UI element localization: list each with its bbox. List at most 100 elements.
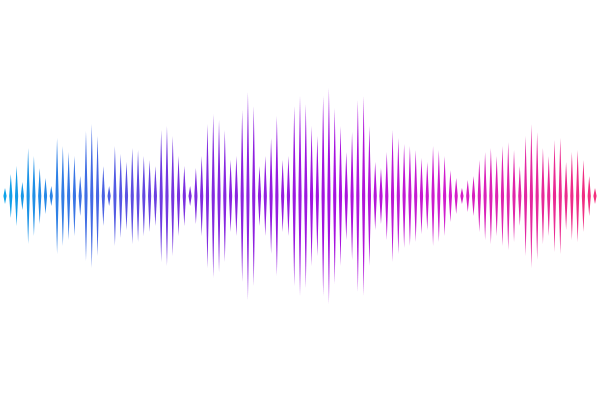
wave-spike	[402, 144, 406, 248]
wave-spike	[304, 104, 308, 288]
wave-spike	[390, 130, 395, 262]
wave-spike	[3, 188, 7, 204]
wave-spike	[165, 126, 169, 266]
wave-spike	[309, 126, 314, 266]
wave-spike	[252, 106, 256, 286]
wave-spike	[217, 120, 221, 272]
wave-spike	[275, 116, 279, 276]
wave-spike	[414, 150, 418, 242]
wave-spike	[281, 160, 285, 232]
wave-spike	[269, 138, 273, 254]
wave-spike	[535, 132, 539, 260]
wave-spike	[257, 166, 262, 226]
wave-spike	[552, 140, 557, 252]
wave-spike	[101, 166, 105, 226]
wave-spike	[408, 146, 412, 246]
wave-spike	[558, 138, 562, 254]
wave-spike	[518, 166, 522, 226]
wave-spike	[263, 156, 267, 236]
wave-spike	[321, 96, 325, 296]
wave-spike	[564, 162, 568, 230]
wave-spike	[477, 160, 481, 232]
wave-spike	[541, 148, 545, 244]
wave-spike	[431, 146, 435, 246]
wave-spike	[171, 136, 175, 256]
wave-spike	[240, 110, 244, 282]
wave-spike	[61, 146, 65, 246]
wave-spike	[593, 188, 597, 204]
wave-spike	[512, 150, 516, 242]
wave-spike	[344, 152, 348, 240]
wave-spike	[107, 186, 111, 206]
wave-spike	[460, 188, 464, 204]
wave-spike	[373, 162, 377, 230]
wave-spike	[90, 124, 94, 268]
wave-spike	[200, 156, 204, 236]
wave-spike	[153, 166, 157, 226]
wave-spike	[298, 96, 302, 296]
wave-spike	[362, 96, 366, 296]
wave-spike	[448, 170, 452, 222]
wave-spike	[425, 162, 429, 230]
wave-spike	[119, 154, 123, 238]
wave-spike	[67, 152, 71, 240]
wave-spike	[454, 178, 458, 214]
wave-spike	[72, 156, 77, 236]
wave-spike	[489, 148, 493, 244]
wave-spike	[576, 150, 580, 242]
wave-spike	[350, 132, 354, 260]
wave-spike	[443, 156, 447, 236]
wave-spike	[43, 178, 48, 214]
wave-spike	[500, 146, 505, 246]
wave-spike	[286, 156, 291, 236]
wave-spike	[228, 160, 233, 232]
wave-spike	[506, 142, 510, 250]
wave-spike	[495, 156, 499, 236]
wave-spike	[315, 136, 319, 256]
wave-spike	[136, 150, 140, 242]
wave-spike	[124, 162, 129, 230]
wave-spike	[95, 136, 100, 256]
wave-spike	[84, 131, 88, 261]
wave-spike	[385, 152, 389, 240]
wave-spike	[379, 168, 383, 224]
wave-spike	[234, 156, 238, 236]
wave-spike	[159, 130, 163, 262]
wave-spike	[547, 156, 551, 236]
wave-spike	[113, 146, 117, 246]
wave-spike	[419, 158, 424, 234]
wave-spike	[78, 176, 82, 216]
wave-spike	[142, 156, 146, 236]
wave-spike	[246, 92, 250, 300]
wave-spike	[20, 182, 24, 210]
wave-spike	[176, 156, 181, 236]
wave-spike	[55, 138, 59, 254]
wave-spike	[466, 180, 470, 212]
wave-spike	[188, 186, 192, 206]
wave-spike	[32, 156, 36, 236]
wave-spike	[570, 152, 574, 240]
wave-spike	[182, 166, 186, 226]
wave-spike	[211, 114, 215, 278]
wave-spike	[14, 166, 19, 226]
wave-spike	[333, 108, 337, 284]
wave-spike	[130, 148, 134, 244]
wave-spike	[396, 138, 400, 254]
wave-spike	[483, 152, 487, 240]
wave-spike	[9, 174, 13, 218]
wave-spike	[292, 106, 296, 286]
wave-spike	[26, 148, 30, 244]
wave-spike	[49, 186, 53, 206]
wave-spike	[38, 168, 42, 224]
wave-spike	[471, 176, 476, 216]
wave-spike	[223, 130, 227, 262]
wave-spike	[356, 100, 360, 292]
wave-spike	[148, 160, 152, 232]
wave-spike	[205, 124, 210, 268]
wave-spike	[327, 88, 331, 304]
wave-spike	[587, 176, 591, 216]
wave-spike	[581, 160, 586, 232]
wave-spike	[194, 168, 198, 224]
